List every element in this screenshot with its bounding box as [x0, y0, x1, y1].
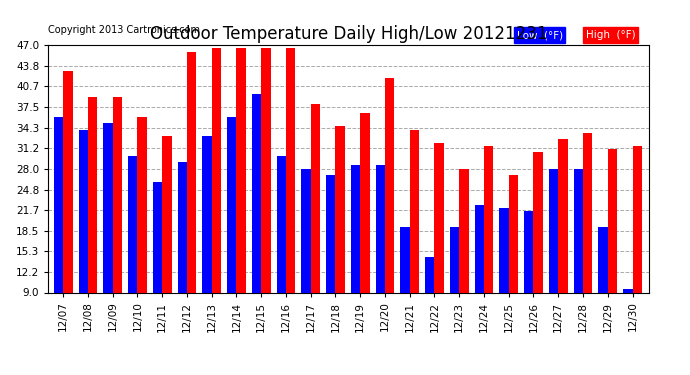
Bar — [509, 175, 518, 292]
Bar — [400, 227, 410, 292]
Bar — [177, 162, 187, 292]
Bar — [460, 169, 469, 292]
Bar — [252, 94, 262, 292]
Bar — [425, 256, 435, 292]
Bar — [212, 48, 221, 292]
Bar — [385, 78, 395, 292]
Bar — [558, 140, 568, 292]
Bar — [410, 130, 419, 292]
Bar — [202, 136, 212, 292]
Text: Copyright 2013 Cartronics.com: Copyright 2013 Cartronics.com — [48, 25, 200, 35]
Bar — [533, 153, 543, 292]
Bar — [162, 136, 172, 292]
Bar — [549, 169, 558, 292]
Bar — [484, 146, 493, 292]
Bar — [351, 165, 360, 292]
Bar — [227, 117, 237, 292]
Bar — [360, 113, 370, 292]
Bar — [237, 48, 246, 292]
Bar — [286, 48, 295, 292]
Text: High  (°F): High (°F) — [586, 30, 635, 40]
Bar — [128, 156, 137, 292]
Bar — [375, 165, 385, 292]
Bar — [583, 133, 593, 292]
Bar — [326, 175, 335, 292]
Bar — [112, 97, 122, 292]
Bar — [335, 126, 345, 292]
Bar — [88, 97, 97, 292]
Title: Outdoor Temperature Daily High/Low 20121231: Outdoor Temperature Daily High/Low 20121… — [150, 26, 547, 44]
Bar — [137, 117, 147, 292]
Bar — [598, 227, 608, 292]
Bar — [475, 205, 484, 292]
Text: Low  (°F): Low (°F) — [517, 30, 562, 40]
Bar — [79, 130, 88, 292]
Bar — [623, 289, 633, 292]
Bar — [302, 169, 310, 292]
Bar — [54, 117, 63, 292]
Bar — [435, 143, 444, 292]
Bar — [262, 48, 270, 292]
Bar — [310, 104, 320, 292]
Bar — [608, 149, 617, 292]
Bar — [187, 51, 197, 292]
Bar — [63, 71, 72, 292]
Bar — [573, 169, 583, 292]
Bar — [524, 211, 533, 292]
Bar — [277, 156, 286, 292]
Bar — [104, 123, 112, 292]
Bar — [500, 208, 509, 292]
Bar — [152, 182, 162, 292]
Bar — [450, 227, 460, 292]
Bar — [633, 146, 642, 292]
